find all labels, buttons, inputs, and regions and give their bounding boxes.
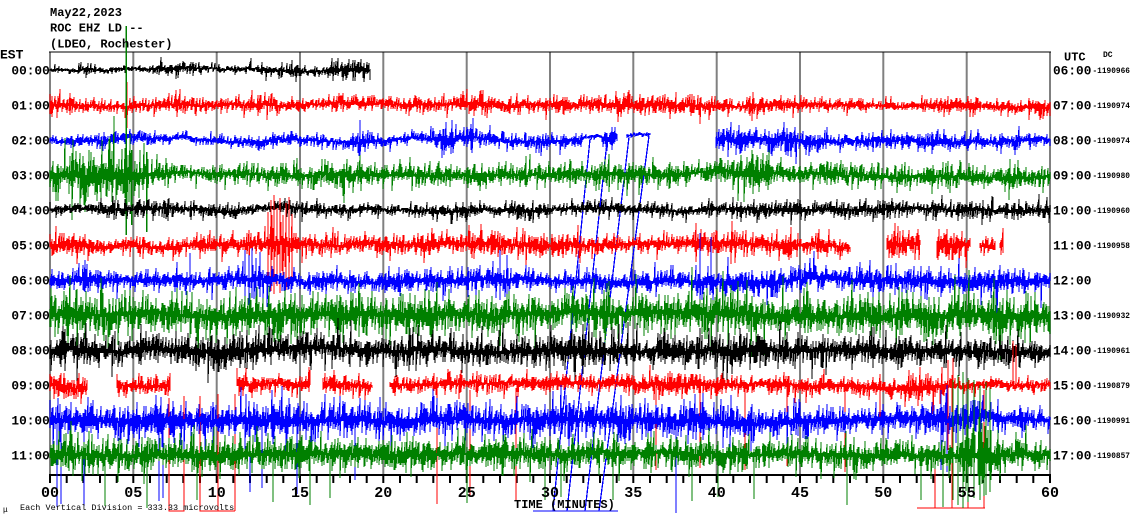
svg-text:-1190974: -1190974 [1093, 103, 1130, 111]
svg-text:-1190974: -1190974 [1093, 138, 1130, 146]
svg-text:DC: DC [1103, 51, 1113, 60]
svg-text:-1190960: -1190960 [1093, 208, 1130, 216]
svg-text:11:00: 11:00 [1053, 239, 1091, 254]
svg-text:17:00: 17:00 [1053, 449, 1091, 464]
svg-text:-1190857: -1190857 [1093, 453, 1130, 461]
svg-text:04:00: 04:00 [11, 204, 49, 219]
svg-text:40: 40 [708, 485, 726, 502]
svg-text:UTC: UTC [1064, 51, 1086, 65]
svg-text:45: 45 [791, 485, 809, 502]
svg-text:00:00: 00:00 [11, 64, 49, 79]
svg-text:13:00: 13:00 [1053, 309, 1091, 324]
svg-text:25: 25 [458, 485, 476, 502]
svg-text:30: 30 [541, 485, 559, 502]
svg-text:08:00: 08:00 [1053, 134, 1091, 149]
svg-text:50: 50 [874, 485, 892, 502]
svg-text:05: 05 [124, 485, 142, 502]
svg-text:07:00: 07:00 [11, 309, 49, 324]
svg-text:10:00: 10:00 [11, 414, 49, 429]
svg-text:11:00: 11:00 [11, 449, 49, 464]
svg-text:00: 00 [41, 485, 59, 502]
svg-text:03:00: 03:00 [11, 169, 49, 184]
svg-text:20: 20 [374, 485, 392, 502]
svg-text:05:00: 05:00 [11, 239, 49, 254]
svg-text:15:00: 15:00 [1053, 379, 1091, 394]
svg-text:May22,2023: May22,2023 [50, 6, 122, 20]
svg-text:09:00: 09:00 [1053, 169, 1091, 184]
svg-text:EST: EST [0, 48, 24, 63]
svg-text:55: 55 [958, 485, 976, 502]
svg-text:-1190980: -1190980 [1093, 173, 1130, 181]
svg-text:15: 15 [291, 485, 309, 502]
svg-text:01:00: 01:00 [11, 99, 49, 114]
svg-text:-1190966: -1190966 [1093, 68, 1130, 76]
svg-text:14:00: 14:00 [1053, 344, 1091, 359]
svg-text:06:00: 06:00 [1053, 64, 1091, 79]
svg-text:35: 35 [624, 485, 642, 502]
svg-text:-1190961: -1190961 [1093, 348, 1130, 356]
svg-text:-1190932: -1190932 [1093, 313, 1130, 321]
svg-text:60: 60 [1041, 485, 1059, 502]
svg-text:09:00: 09:00 [11, 379, 49, 394]
svg-text:10: 10 [208, 485, 226, 502]
svg-text:10:00: 10:00 [1053, 204, 1091, 219]
svg-text:-1190958: -1190958 [1093, 243, 1130, 251]
svg-text:16:00: 16:00 [1053, 414, 1091, 429]
svg-text:-1190991: -1190991 [1093, 418, 1130, 426]
svg-text:12:00: 12:00 [1053, 274, 1091, 289]
svg-text:μ: μ [3, 506, 8, 515]
svg-text:06:00: 06:00 [11, 274, 49, 289]
svg-text:Each Vertical Division = 333.: Each Vertical Division = 333.33 microvol… [20, 503, 234, 513]
svg-text:07:00: 07:00 [1053, 99, 1091, 114]
svg-text:02:00: 02:00 [11, 134, 49, 149]
svg-text:TIME (MINUTES): TIME (MINUTES) [514, 498, 615, 512]
svg-text:08:00: 08:00 [11, 344, 49, 359]
svg-text:-1190879: -1190879 [1093, 383, 1130, 391]
svg-text:ROC EHZ LD --: ROC EHZ LD -- [50, 22, 144, 36]
svg-text:(LDEO, Rochester): (LDEO, Rochester) [50, 37, 172, 51]
